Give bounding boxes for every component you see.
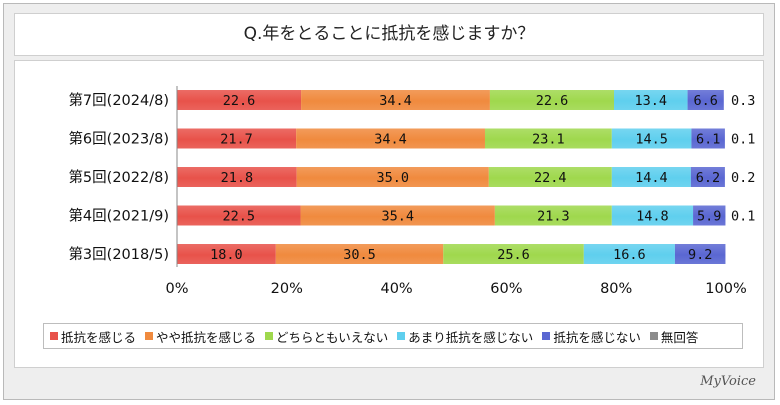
bar-segment — [177, 128, 297, 149]
bar-segment — [489, 90, 615, 110]
x-tick-label: 60% — [490, 281, 522, 297]
bar-segment — [177, 205, 301, 226]
legend-label: あまり抵抗を感じない — [408, 329, 534, 345]
x-tick-label: 0% — [165, 281, 188, 297]
legend-label: 抵抗を感じない — [553, 329, 641, 345]
data-label: 21.8 — [221, 170, 254, 186]
data-label: 14.4 — [635, 170, 668, 186]
bar-segment — [443, 244, 584, 264]
bar-segment — [691, 128, 725, 149]
data-label: 25.6 — [497, 247, 530, 263]
legend-item: 抵抗を感じない — [542, 327, 641, 346]
legend-swatch — [265, 332, 274, 340]
bar-segment — [674, 244, 726, 264]
bar-segment — [690, 167, 725, 187]
row-label: 第7回(2024/8) — [68, 91, 169, 109]
legend-label: 抵抗を感じる — [61, 329, 137, 345]
bar-segment — [296, 128, 485, 149]
bar-segment — [301, 90, 490, 110]
stacked-bar-chart: 第7回(2024/8) 22.6 34.4 22.6 13.4 6.6 0.3 第6回(202… — [68, 86, 755, 297]
x-tick-label: 80% — [600, 281, 632, 297]
legend-swatch — [542, 332, 551, 340]
data-label: 9.2 — [688, 247, 712, 263]
chart-legend: 抵抗を感じる やや抵抗を感じる どちらともいえない あまり抵抗を感じない 抵抗を感じない… — [43, 323, 743, 349]
data-label: 21.3 — [537, 209, 570, 225]
data-label: 22.6 — [536, 93, 569, 109]
no-answer-label: 0.3 — [731, 93, 755, 109]
x-tick-label: 20% — [271, 281, 303, 297]
data-label: 35.4 — [381, 209, 414, 225]
data-label: 21.7 — [220, 132, 253, 148]
data-label: 30.5 — [343, 247, 376, 263]
row-label: 第4回(2021/9) — [68, 207, 169, 225]
data-label: 16.6 — [613, 247, 646, 263]
chart-frame: Q.年をとることに抵抗を感じますか？ 第7回(2024/8) 22.6 34.4 22… — [3, 3, 775, 400]
legend-label: 無回答 — [660, 329, 699, 345]
bar-segment — [296, 167, 489, 187]
legend-swatch — [145, 332, 154, 340]
bar-segment — [494, 205, 612, 226]
row-label: 第3回(2018/5) — [68, 245, 169, 263]
legend-item: 無回答 — [649, 327, 699, 346]
row-label: 第5回(2022/8) — [68, 168, 169, 186]
data-label: 5.9 — [697, 209, 721, 225]
bar-segment — [484, 128, 612, 149]
bar-segment — [300, 205, 495, 226]
bar-segment — [177, 167, 297, 187]
data-label: 22.6 — [223, 93, 256, 109]
bar-segment — [488, 167, 612, 187]
x-tick-label: 100% — [705, 281, 746, 297]
legend-item: あまり抵抗を感じない — [397, 327, 533, 346]
legend-label: どちらともいえない — [276, 329, 389, 345]
bar-segment — [177, 90, 302, 110]
legend-item: どちらともいえない — [265, 327, 388, 346]
bar-segment — [693, 205, 726, 226]
no-answer-label: 0.2 — [731, 170, 755, 186]
data-label: 6.6 — [693, 93, 717, 109]
legend-item: やや抵抗を感じる — [145, 327, 256, 346]
bar-segment — [611, 167, 691, 187]
data-label: 35.0 — [376, 170, 409, 186]
data-label: 18.0 — [210, 247, 243, 263]
data-label: 34.4 — [374, 132, 407, 148]
myvoice-logo: MyVoice — [700, 374, 756, 389]
data-label: 22.5 — [223, 209, 256, 225]
no-answer-label: 0.1 — [731, 132, 755, 148]
legend-swatch — [50, 332, 58, 340]
chart-title: Q.年をとることに抵抗を感じますか？ — [14, 13, 764, 56]
legend-item: 抵抗を感じる — [50, 327, 136, 346]
row-label: 第6回(2023/8) — [68, 130, 169, 148]
no-answer-label: 0.1 — [731, 209, 755, 225]
plot-area: 第7回(2024/8) 22.6 34.4 22.6 13.4 6.6 0.3 第6回(202… — [14, 60, 764, 368]
data-label: 14.5 — [635, 132, 668, 148]
legend-label: やや抵抗を感じる — [156, 329, 257, 345]
data-label: 13.4 — [635, 93, 668, 109]
data-label: 22.4 — [534, 170, 567, 186]
bar-segment — [583, 244, 675, 264]
data-label: 14.8 — [636, 209, 669, 225]
data-label: 34.4 — [379, 93, 412, 109]
bar-segment — [177, 244, 276, 264]
x-tick-label: 40% — [380, 281, 412, 297]
bar-segment — [614, 90, 688, 110]
bar-segment — [611, 205, 694, 226]
data-label: 6.2 — [696, 170, 720, 186]
bar-segment — [687, 90, 724, 110]
bar-segment — [611, 128, 692, 149]
data-label: 6.1 — [696, 132, 720, 148]
legend-swatch — [397, 332, 406, 340]
data-label: 23.1 — [532, 132, 565, 148]
bar-segment — [275, 244, 444, 264]
legend-swatch — [649, 332, 658, 340]
